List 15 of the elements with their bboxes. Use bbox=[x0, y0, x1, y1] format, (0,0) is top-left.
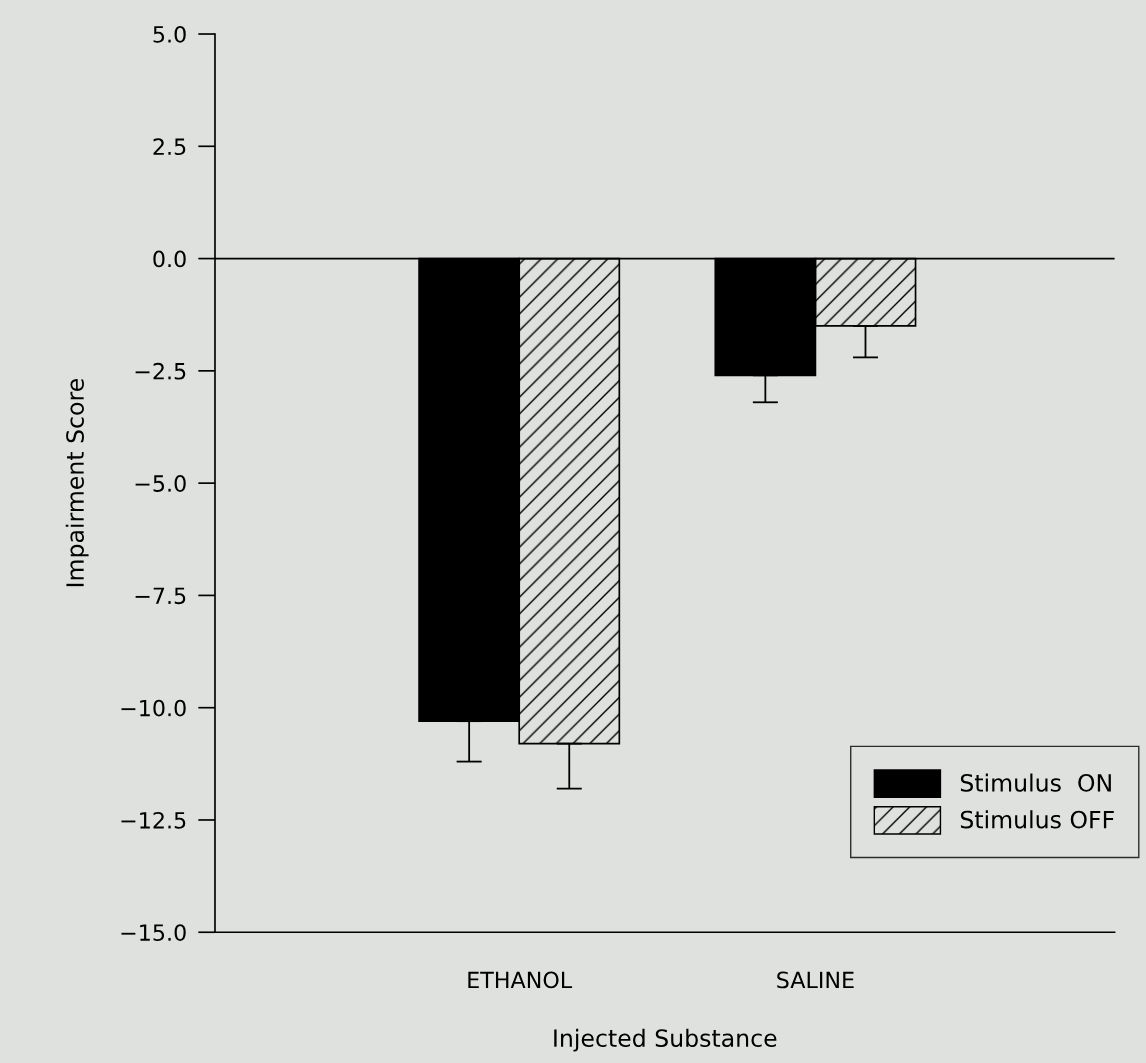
y-tick-label: 5.0 bbox=[153, 25, 186, 43]
legend-label: Stimulus OFF bbox=[960, 810, 1114, 829]
y-tick-label: −15.0 bbox=[121, 924, 186, 942]
x-tick-label: ETHANOL bbox=[468, 971, 573, 989]
y-tick-label: 2.5 bbox=[153, 138, 186, 156]
x-axis-title: Injected Substance bbox=[554, 1028, 777, 1052]
y-tick-label: −10.0 bbox=[121, 699, 186, 717]
y-tick-label: −5.0 bbox=[135, 475, 186, 492]
x-tick-label: SALINE bbox=[777, 971, 854, 989]
y-tick-label: −7.5 bbox=[135, 587, 186, 605]
y-tick-label: 0.0 bbox=[153, 250, 186, 268]
legend-label: Stimulus ON bbox=[960, 773, 1111, 792]
y-tick-label: −12.5 bbox=[121, 811, 186, 829]
y-axis-title: Impairment Score bbox=[65, 379, 89, 587]
y-tick-label: −2.5 bbox=[135, 362, 186, 380]
